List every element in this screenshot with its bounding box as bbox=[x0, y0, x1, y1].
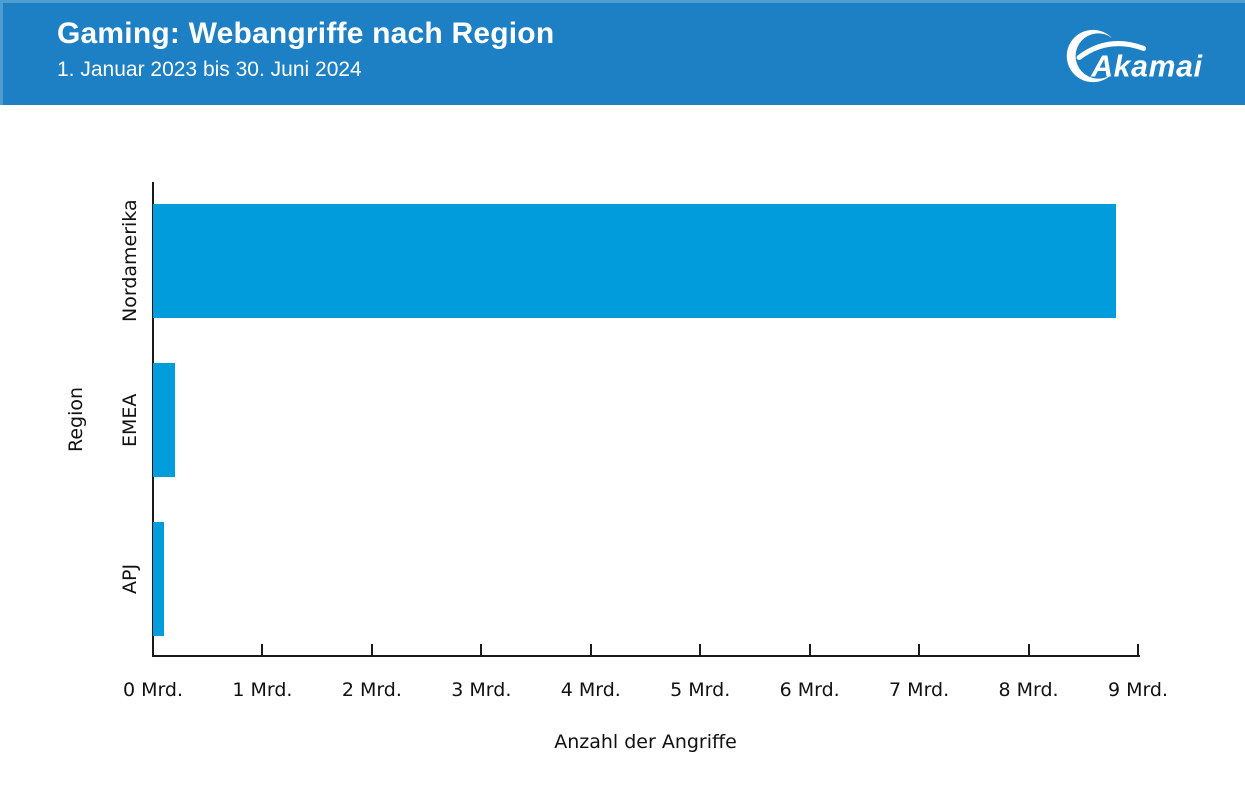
y-tick-label-nordamerika: Nordamerika bbox=[119, 199, 141, 323]
x-axis-line bbox=[152, 655, 1140, 657]
x-tick-label-1: 1 Mrd. bbox=[232, 679, 293, 701]
x-tick-mark-9 bbox=[1137, 644, 1139, 655]
x-tick-mark-4 bbox=[589, 644, 592, 655]
x-tick-mark-1 bbox=[261, 644, 264, 655]
y-tick-label-apj: APJ bbox=[119, 563, 141, 595]
x-tick-mark-6 bbox=[808, 644, 811, 655]
chart-subtitle: 1. Januar 2023 bis 30. Juni 2024 bbox=[57, 58, 362, 81]
akamai-wave-icon bbox=[1076, 41, 1147, 61]
akamai-logo: Akamai bbox=[1066, 29, 1203, 84]
x-tick-mark-7 bbox=[918, 644, 921, 655]
akamai-logo-text: Akamai bbox=[1090, 51, 1202, 84]
x-tick-label-0: 0 Mrd. bbox=[122, 679, 184, 701]
x-tick-label-4: 4 Mrd. bbox=[560, 679, 621, 701]
y-tick-label-emea: EMEA bbox=[119, 393, 141, 447]
x-tick-label-3: 3 Mrd. bbox=[451, 679, 512, 701]
x-tick-mark-2 bbox=[370, 644, 373, 655]
y-axis-title: Region bbox=[65, 386, 87, 452]
x-tick-mark-8 bbox=[1027, 644, 1030, 655]
x-tick-label-8: 8 Mrd. bbox=[998, 679, 1059, 701]
x-tick-mark-0 bbox=[152, 644, 154, 655]
x-tick-mark-5 bbox=[699, 644, 702, 655]
x-tick-label-9: 9 Mrd. bbox=[1107, 679, 1169, 701]
akamai-crescent-icon bbox=[1066, 29, 1112, 83]
bar-emea bbox=[153, 363, 175, 477]
x-tick-mark-3 bbox=[480, 644, 483, 655]
bar-apj bbox=[153, 522, 164, 636]
x-tick-label-5: 5 Mrd. bbox=[670, 679, 731, 701]
chart-title: Gaming: Webangriffe nach Region bbox=[57, 17, 555, 50]
x-tick-label-7: 7 Mrd. bbox=[889, 679, 950, 701]
x-axis-title: Anzahl der Angriffe bbox=[554, 731, 737, 753]
x-tick-label-2: 2 Mrd. bbox=[341, 679, 402, 701]
report-header: Gaming: Webangriffe nach Region 1. Janua… bbox=[0, 0, 1245, 105]
x-tick-label-6: 6 Mrd. bbox=[779, 679, 840, 701]
bar-nordamerika bbox=[153, 204, 1117, 318]
